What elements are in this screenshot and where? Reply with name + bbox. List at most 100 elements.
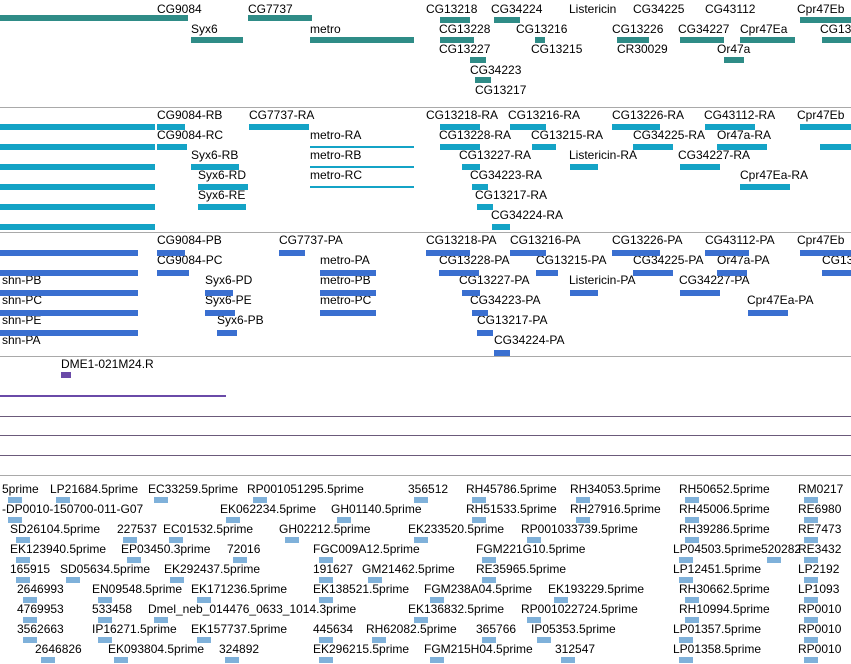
transcript-glyph[interactable]: [0, 124, 155, 130]
transcript-glyph[interactable]: [532, 144, 556, 150]
protein-glyph[interactable]: [0, 310, 138, 316]
est-glyph[interactable]: [804, 577, 818, 583]
protein-glyph[interactable]: [633, 270, 673, 276]
est-glyph[interactable]: [527, 537, 541, 543]
est-glyph[interactable]: [472, 497, 486, 503]
est-label[interactable]: GH01140.5prime: [331, 502, 422, 516]
est-glyph[interactable]: [98, 597, 112, 603]
est-label[interactable]: RH45786.5prime: [466, 482, 557, 496]
est-label[interactable]: 312547: [555, 642, 596, 656]
est-glyph[interactable]: [23, 617, 37, 623]
transcript-label[interactable]: CG13215-RA: [531, 128, 604, 142]
protein-glyph[interactable]: [612, 250, 660, 256]
protein-label[interactable]: shn-PA: [2, 333, 41, 347]
est-glyph[interactable]: [319, 557, 333, 563]
est-glyph[interactable]: [16, 537, 30, 543]
est-label[interactable]: EK123940.5prime: [10, 542, 107, 556]
transcript-label[interactable]: metro-RB: [310, 148, 362, 162]
protein-label[interactable]: metro-PB: [320, 273, 371, 287]
gene-label[interactable]: CR30029: [617, 42, 668, 56]
est-label[interactable]: 2646993: [17, 582, 64, 596]
est-glyph[interactable]: [804, 637, 818, 643]
gene-label[interactable]: Cpr47Eb: [797, 2, 845, 16]
est-label[interactable]: RH27916.5prime: [570, 502, 661, 516]
est-label[interactable]: RH62082.5prime: [366, 622, 457, 636]
transcript-glyph[interactable]: [705, 124, 755, 130]
est-label[interactable]: 4769953: [17, 602, 64, 616]
protein-label[interactable]: Syx6-PB: [217, 313, 264, 327]
est-glyph[interactable]: [804, 537, 818, 543]
est-label[interactable]: 445634: [313, 622, 354, 636]
est-glyph[interactable]: [561, 657, 575, 663]
est-label[interactable]: SD26104.5prime: [10, 522, 101, 536]
transcript-glyph[interactable]: [492, 224, 510, 230]
protein-glyph[interactable]: [705, 250, 749, 256]
est-glyph[interactable]: [679, 577, 693, 583]
est-glyph[interactable]: [685, 497, 699, 503]
est-label[interactable]: 520282: [761, 542, 802, 556]
gene-label[interactable]: Cpr47Ea: [740, 22, 788, 36]
transcript-label[interactable]: CG13216-RA: [508, 108, 581, 122]
est-glyph[interactable]: [197, 637, 211, 643]
est-glyph[interactable]: [679, 557, 693, 563]
est-label[interactable]: -DP0010-150700-011-G07: [2, 502, 144, 516]
est-label[interactable]: EK233520.5prime: [408, 522, 505, 536]
protein-glyph[interactable]: [205, 290, 233, 296]
est-glyph[interactable]: [233, 557, 247, 563]
est-label[interactable]: 2646826: [35, 642, 82, 656]
est-label[interactable]: FGC009A12.5prime: [313, 542, 420, 556]
est-glyph[interactable]: [804, 517, 818, 523]
est-glyph[interactable]: [16, 557, 30, 563]
est-label[interactable]: FGM238A04.5prime: [424, 582, 533, 596]
gene-glyph[interactable]: [440, 17, 470, 23]
est-glyph[interactable]: [8, 517, 22, 523]
est-label[interactable]: 533458: [92, 602, 133, 616]
est-glyph[interactable]: [127, 557, 141, 563]
protein-label[interactable]: metro-PA: [320, 253, 370, 267]
transcript-glyph[interactable]: [472, 184, 488, 190]
gene-glyph[interactable]: [724, 57, 744, 63]
est-glyph[interactable]: [804, 497, 818, 503]
est-glyph[interactable]: [154, 617, 168, 623]
est-label[interactable]: Dmel_neb_014476_0633_1014.3prime: [148, 602, 357, 616]
gene-glyph[interactable]: [822, 37, 851, 43]
transcript-glyph[interactable]: [800, 124, 851, 130]
est-label[interactable]: EK296215.5prime: [313, 642, 410, 656]
alignment-glyph[interactable]: [61, 372, 71, 378]
protein-glyph[interactable]: [157, 270, 189, 276]
gene-glyph[interactable]: [800, 17, 851, 23]
gene-glyph[interactable]: [535, 37, 545, 43]
gene-label[interactable]: CG13218: [426, 2, 478, 16]
est-glyph[interactable]: [482, 637, 496, 643]
transcript-label[interactable]: Syx6-RD: [198, 168, 247, 182]
transcript-label[interactable]: Cpr47Ea-RA: [740, 168, 809, 182]
est-label[interactable]: 191627: [313, 562, 354, 576]
est-glyph[interactable]: [685, 617, 699, 623]
est-glyph[interactable]: [225, 657, 239, 663]
est-glyph[interactable]: [679, 637, 693, 643]
est-label[interactable]: RP001051295.5prime: [247, 482, 364, 496]
protein-glyph[interactable]: [205, 310, 235, 316]
transcript-glyph[interactable]: [510, 124, 546, 130]
est-glyph[interactable]: [804, 557, 818, 563]
est-label[interactable]: LP01358.5prime: [673, 642, 762, 656]
est-label[interactable]: LP1093: [798, 582, 840, 596]
est-label[interactable]: RH30662.5prime: [679, 582, 770, 596]
transcript-glyph[interactable]: [310, 166, 414, 168]
est-label[interactable]: RH51533.5prime: [466, 502, 557, 516]
protein-label[interactable]: Cpr47Ea-PA: [747, 293, 814, 307]
transcript-glyph[interactable]: [191, 164, 239, 170]
protein-glyph[interactable]: [320, 290, 376, 296]
est-label[interactable]: RH45006.5prime: [679, 502, 770, 516]
est-label[interactable]: SD05634.5prime: [60, 562, 151, 576]
est-label[interactable]: RE3432: [798, 542, 842, 556]
est-glyph[interactable]: [319, 577, 333, 583]
transcript-glyph[interactable]: [820, 144, 851, 150]
est-glyph[interactable]: [169, 537, 183, 543]
est-label[interactable]: EK193229.5prime: [548, 582, 645, 596]
protein-glyph[interactable]: [426, 250, 470, 256]
est-glyph[interactable]: [154, 497, 168, 503]
protein-glyph[interactable]: [800, 250, 851, 256]
transcript-glyph[interactable]: [157, 144, 187, 150]
protein-label[interactable]: CG13226-PA: [612, 233, 683, 247]
